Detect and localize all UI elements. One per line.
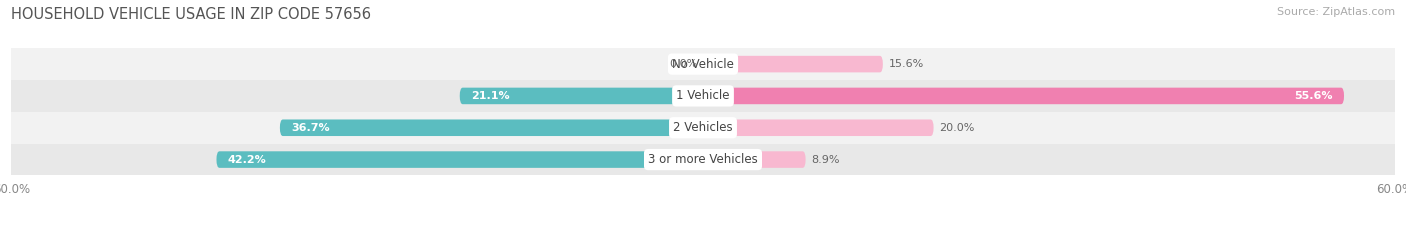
FancyBboxPatch shape: [703, 88, 1344, 104]
Text: 1 Vehicle: 1 Vehicle: [676, 89, 730, 103]
Text: 3 or more Vehicles: 3 or more Vehicles: [648, 153, 758, 166]
Text: No Vehicle: No Vehicle: [672, 58, 734, 71]
FancyBboxPatch shape: [280, 120, 703, 136]
FancyBboxPatch shape: [703, 151, 806, 168]
Text: 8.9%: 8.9%: [811, 154, 839, 164]
Text: 0.0%: 0.0%: [669, 59, 697, 69]
Bar: [11, 48, 1395, 80]
Text: 42.2%: 42.2%: [228, 154, 267, 164]
FancyBboxPatch shape: [217, 151, 703, 168]
Text: 55.6%: 55.6%: [1294, 91, 1333, 101]
Bar: [11, 144, 1395, 175]
Text: 15.6%: 15.6%: [889, 59, 924, 69]
FancyBboxPatch shape: [703, 120, 934, 136]
Text: 2 Vehicles: 2 Vehicles: [673, 121, 733, 134]
Bar: [11, 112, 1395, 144]
Text: 20.0%: 20.0%: [939, 123, 974, 133]
Text: 21.1%: 21.1%: [471, 91, 510, 101]
Text: 36.7%: 36.7%: [291, 123, 330, 133]
FancyBboxPatch shape: [460, 88, 703, 104]
Legend: Owner-occupied, Renter-occupied: Owner-occupied, Renter-occupied: [582, 230, 824, 233]
FancyBboxPatch shape: [703, 56, 883, 72]
Text: HOUSEHOLD VEHICLE USAGE IN ZIP CODE 57656: HOUSEHOLD VEHICLE USAGE IN ZIP CODE 5765…: [11, 7, 371, 22]
Text: Source: ZipAtlas.com: Source: ZipAtlas.com: [1277, 7, 1395, 17]
Bar: [11, 80, 1395, 112]
